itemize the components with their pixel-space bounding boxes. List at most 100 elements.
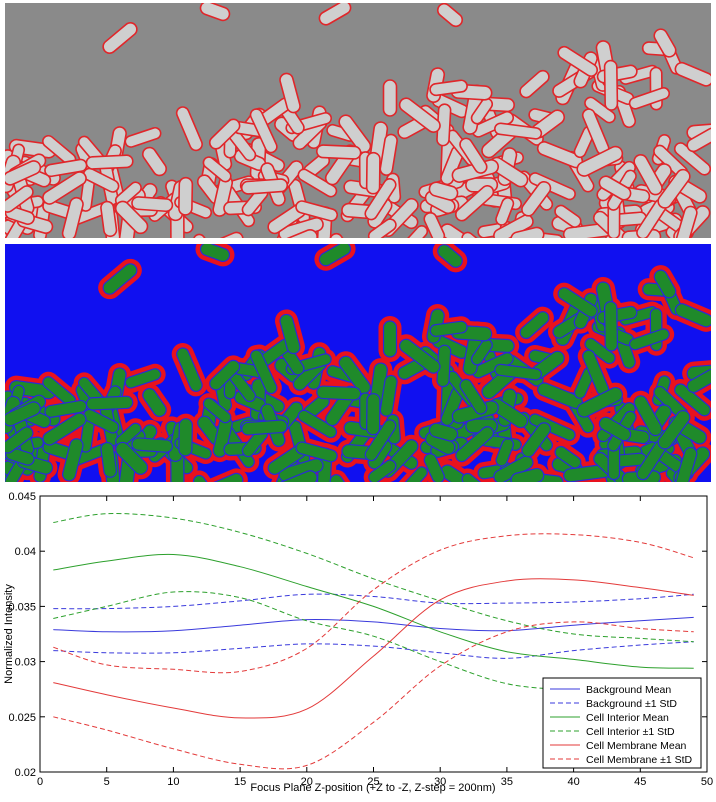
segmentation-interior (124, 368, 162, 389)
segmentation-interior (576, 386, 623, 418)
segmentation-interior (399, 466, 428, 482)
segmentation-interior (279, 313, 301, 355)
legend-entry: Cell Interior Mean (586, 712, 669, 724)
x-tick-label: 45 (634, 776, 646, 788)
segmentation-interior (82, 408, 120, 434)
micrograph-cell (686, 127, 711, 153)
micrograph-cell (114, 200, 149, 235)
segmentation-interior (142, 387, 167, 418)
legend-entry: Cell Membrane Mean (586, 740, 687, 752)
micrograph-cell (295, 200, 339, 222)
micrograph-cell (338, 114, 372, 154)
micrograph-cell (436, 3, 464, 28)
segmentation-interior (5, 426, 34, 454)
micrograph-cells (5, 3, 711, 238)
legend-entry: Cell Interior ±1 StD (586, 726, 675, 738)
micrograph-cell (459, 137, 488, 174)
y-tick-label: 0.025 (8, 712, 36, 724)
x-tick-label: 0 (37, 776, 43, 788)
series-lines (53, 513, 694, 770)
segmentation-interior (249, 349, 278, 395)
micrograph-cell (494, 122, 543, 140)
micrograph-cell (329, 232, 353, 238)
segmentation-interior (241, 419, 288, 436)
x-tick-label: 5 (104, 776, 110, 788)
legend: Background Mean Background ±1 StD Cell Int… (542, 677, 702, 769)
micrograph-cell (315, 144, 362, 160)
micrograph-cell (398, 97, 441, 133)
x-tick-label: 25 (367, 776, 379, 788)
segmentation-interior (598, 416, 632, 442)
x-tick-label: 40 (567, 776, 579, 788)
micrograph-cell (85, 154, 134, 170)
micrograph-cell (628, 87, 671, 110)
segmentation-interior (379, 374, 398, 417)
micrograph-cell (42, 171, 87, 205)
segmentation-interior (674, 303, 711, 328)
segmentation-interior (554, 445, 582, 469)
segmentation-interior (633, 395, 663, 437)
micrograph-cell (428, 181, 459, 201)
intensity-chart: 0 5 10 15 20 25 30 35 40 45 50 0.02 0.025 0.03 0.035 0.… (0, 485, 716, 797)
segmentation-interior (329, 474, 353, 482)
legend-entry: Cell Membrane ±1 StD (586, 754, 693, 766)
segmentation-interior (470, 338, 493, 366)
micrograph-cell (382, 79, 398, 117)
micrograph-cell (454, 184, 495, 222)
micrograph-cell (202, 156, 232, 183)
micrograph-panel (5, 3, 711, 238)
segmentation-interior (437, 244, 463, 268)
segmentation-interior (368, 459, 397, 482)
y-tick-label: 0.03 (15, 657, 36, 669)
segmentation-interior (195, 472, 244, 482)
segmentation-interior (131, 437, 174, 453)
series-line (53, 533, 694, 674)
micrograph-cell (5, 160, 42, 186)
micrograph-cell (61, 196, 84, 238)
segmentation-interior (102, 263, 138, 295)
y-axis-label: Normalized Intensity (3, 584, 15, 684)
segmentation-interior (85, 395, 134, 411)
segmentation-interior (657, 410, 691, 450)
segmentation-interior (455, 426, 495, 463)
micrograph-cell (495, 197, 515, 226)
x-tick-label: 35 (501, 776, 513, 788)
segmentation-interior (495, 438, 514, 467)
series-line (53, 621, 694, 770)
micrograph-cell (279, 72, 301, 114)
segmentation-interior (653, 269, 677, 299)
micrograph-cell (674, 205, 698, 238)
micrograph-cell (557, 45, 599, 77)
segmentation-interior (521, 422, 552, 458)
x-tick-label: 30 (434, 776, 446, 788)
y-tick-label: 0.035 (8, 601, 36, 613)
micrograph-cell (272, 228, 318, 238)
micrograph-cell (102, 22, 138, 54)
segmentation-interior (178, 418, 193, 457)
segmentation-interior (428, 422, 459, 442)
y-tick-label: 0.045 (8, 491, 36, 503)
micrograph-cell (100, 200, 118, 238)
segmentation-interior (440, 464, 468, 482)
micrograph-cell (318, 3, 352, 26)
micrograph-cell (598, 175, 632, 201)
micrograph-cell (364, 178, 397, 221)
micrograph-cell (470, 97, 494, 125)
micrograph-cell (192, 233, 216, 238)
micrograph-cell (399, 225, 429, 238)
segmentation-interior (686, 368, 711, 393)
series-line (53, 553, 694, 669)
axis-ticks: 0 5 10 15 20 25 30 35 40 45 50 0.02 0.025 0.03 0.035 0.… (8, 491, 713, 788)
segmentation-cells (5, 244, 711, 482)
segmentation-interior (510, 467, 545, 482)
micrograph-cell (249, 108, 278, 154)
segmentation-interior (557, 287, 598, 318)
micrograph-cell (297, 168, 338, 198)
micrograph-cell (603, 59, 619, 111)
micrograph-cell (584, 96, 616, 124)
segmentation-interior (316, 385, 362, 401)
segmentation-panel (5, 244, 711, 482)
segmentation-interior (584, 337, 616, 365)
legend-entry: Background ±1 StD (586, 698, 677, 710)
segmentation-interior (628, 328, 670, 351)
